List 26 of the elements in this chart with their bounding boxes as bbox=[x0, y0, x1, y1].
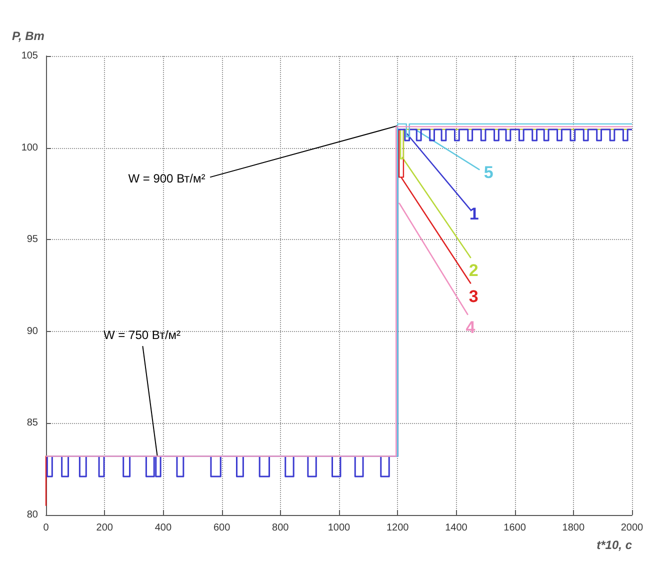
x-tick-label: 1200 bbox=[386, 522, 410, 534]
text: 5 bbox=[484, 162, 494, 182]
x-tick-label: 800 bbox=[272, 522, 290, 534]
x-tick-label: 1600 bbox=[504, 522, 526, 534]
x-tick-label: 600 bbox=[213, 522, 231, 534]
text: 1 bbox=[469, 204, 479, 224]
y-tick-label: 105 bbox=[21, 50, 38, 62]
x-tick-label: 2000 bbox=[620, 522, 644, 534]
y-tick-label: 95 bbox=[26, 234, 38, 246]
x-tick-label: 1800 bbox=[562, 522, 585, 534]
y-tick-label: 90 bbox=[26, 326, 38, 337]
x-tick-label: 1400 bbox=[445, 522, 468, 534]
text: 4 bbox=[466, 318, 476, 338]
y-axis-title: P, Вт bbox=[12, 29, 45, 43]
x-tick-label: 200 bbox=[96, 522, 114, 534]
annotation: W = 900 Вт/м² bbox=[128, 172, 206, 186]
text: 3 bbox=[468, 286, 478, 306]
text: 2 bbox=[468, 261, 478, 280]
y-tick-label: 100 bbox=[21, 142, 38, 154]
x-tick-label: 1000 bbox=[328, 522, 351, 534]
y-tick-label: 80 bbox=[26, 510, 38, 520]
annotation: W = 750 Вт/м² bbox=[104, 328, 181, 342]
x-axis-title: t*10, с bbox=[596, 538, 632, 552]
x-tick-label: 400 bbox=[154, 522, 172, 534]
x-tick-label: 0 bbox=[43, 522, 50, 534]
y-tick-label: 85 bbox=[26, 418, 38, 429]
